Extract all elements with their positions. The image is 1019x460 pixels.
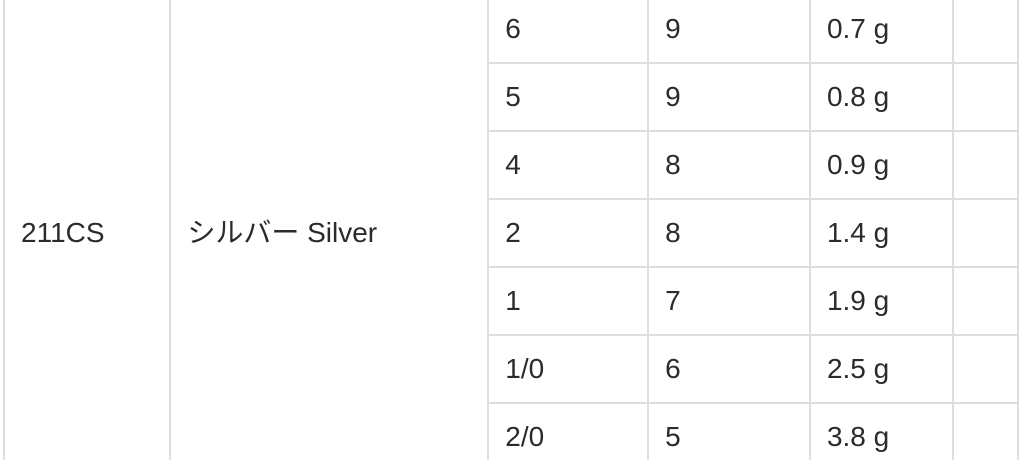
model-cell: 211CS bbox=[2, 0, 172, 460]
count-cell: 9 bbox=[647, 62, 811, 132]
size-cell: 4 bbox=[487, 130, 650, 200]
color-cell: シルバー Silver bbox=[169, 0, 490, 460]
count-cell: 6 bbox=[647, 334, 811, 404]
weight-cell: 0.9 g bbox=[808, 130, 955, 200]
weight-cell: 3.8 g bbox=[808, 402, 955, 460]
table-row: 2/0 5 3.8 g bbox=[4, 402, 1019, 460]
size-cell: 6 bbox=[487, 0, 650, 64]
table-row: 2 8 1.4 g bbox=[4, 198, 1019, 268]
count-cell: 8 bbox=[647, 130, 811, 200]
count-cell: 8 bbox=[647, 198, 811, 268]
size-cell: 5 bbox=[487, 62, 650, 132]
weight-cell: 1.4 g bbox=[808, 198, 955, 268]
table-row: 4 8 0.9 g bbox=[4, 130, 1019, 200]
size-cell: 1 bbox=[487, 266, 650, 336]
count-cell: 9 bbox=[647, 0, 811, 64]
edge-cell bbox=[952, 266, 1019, 336]
size-cell: 2/0 bbox=[487, 402, 650, 460]
weight-cell: 1.9 g bbox=[808, 266, 955, 336]
edge-cell bbox=[952, 0, 1019, 64]
edge-cell bbox=[952, 334, 1019, 404]
weight-cell: 2.5 g bbox=[808, 334, 955, 404]
count-cell: 5 bbox=[647, 402, 811, 460]
table-row: 1/0 6 2.5 g bbox=[4, 334, 1019, 404]
size-cell: 1/0 bbox=[487, 334, 650, 404]
size-cell: 2 bbox=[487, 198, 650, 268]
edge-cell bbox=[952, 198, 1019, 268]
table-row: 5 9 0.8 g bbox=[4, 62, 1019, 132]
edge-cell bbox=[952, 62, 1019, 132]
count-cell: 7 bbox=[647, 266, 811, 336]
weight-cell: 0.8 g bbox=[808, 62, 955, 132]
edge-cell bbox=[952, 130, 1019, 200]
table-row: 1 7 1.9 g bbox=[4, 266, 1019, 336]
edge-cell bbox=[952, 402, 1019, 460]
weight-cell: 0.7 g bbox=[808, 0, 955, 64]
